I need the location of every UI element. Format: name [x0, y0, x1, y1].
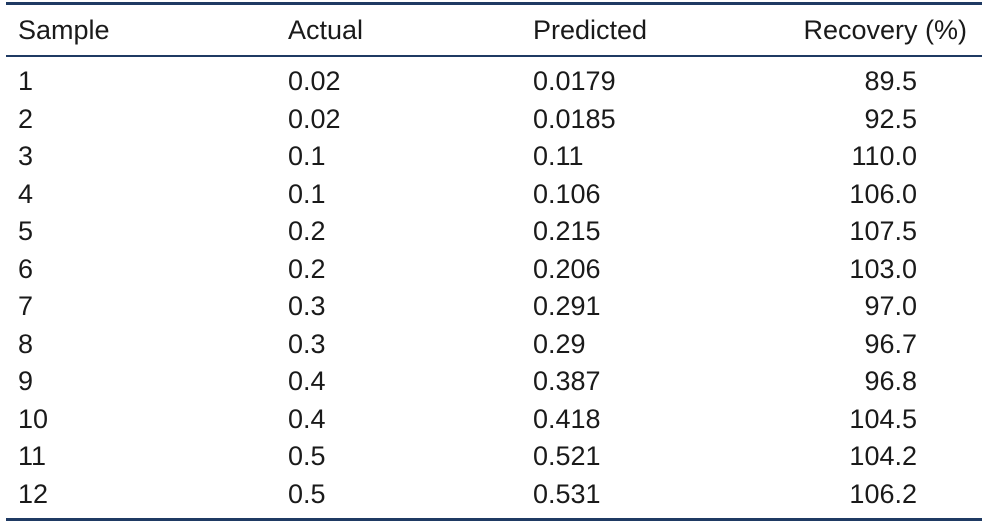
cell-sample: 5 — [18, 216, 34, 246]
table-top-rule — [6, 2, 982, 5]
table-row: 2 0.02 0.0185 92.5 — [6, 101, 982, 139]
cell-recovery: 96.7 — [864, 328, 917, 359]
cell-recovery: 89.5 — [864, 66, 917, 96]
cell-sample: 3 — [18, 141, 34, 171]
cell-sample: 6 — [18, 253, 34, 284]
header-recovery: Recovery (%) — [803, 15, 967, 45]
cell-sample: 4 — [18, 178, 34, 209]
table-bottom-rule — [6, 518, 982, 521]
cell-predicted: 0.0185 — [533, 103, 616, 134]
table-row: 1 0.02 0.0179 89.5 — [6, 63, 982, 101]
cell-sample: 10 — [18, 403, 49, 434]
cell-actual: 0.1 — [288, 141, 326, 171]
cell-recovery: 110.0 — [851, 141, 917, 171]
cell-recovery: 107.5 — [849, 216, 917, 246]
cell-sample: 11 — [18, 441, 47, 471]
table-row: 5 0.2 0.215 107.5 — [6, 213, 982, 251]
cell-actual: 0.4 — [288, 403, 326, 434]
cell-actual: 0.4 — [288, 366, 326, 396]
cell-predicted: 0.215 — [533, 216, 601, 246]
header-predicted: Predicted — [533, 15, 648, 45]
cell-predicted: 0.0179 — [533, 66, 616, 96]
cell-recovery: 96.8 — [864, 366, 917, 396]
cell-sample: 1 — [18, 66, 34, 96]
cell-actual: 0.02 — [288, 66, 341, 96]
cell-recovery: 92.5 — [864, 103, 917, 134]
cell-actual: 0.5 — [288, 441, 326, 471]
table-header-row: Sample Actual Predicted Recovery (%) — [6, 5, 982, 55]
cell-recovery: 104.2 — [849, 441, 917, 471]
table-row: 11 0.5 0.521 104.2 — [6, 438, 982, 476]
table-header-rule — [6, 55, 982, 57]
cell-predicted: 0.418 — [533, 403, 601, 434]
cell-actual: 0.3 — [288, 291, 326, 321]
cell-predicted: 0.387 — [533, 366, 601, 396]
cell-actual: 0.2 — [288, 253, 326, 284]
cell-predicted: 0.106 — [533, 178, 601, 209]
cell-recovery: 103.0 — [849, 253, 917, 284]
cell-actual: 0.5 — [288, 478, 326, 509]
cell-predicted: 0.11 — [533, 141, 584, 171]
cell-sample: 12 — [18, 478, 49, 509]
header-sample: Sample — [18, 15, 110, 45]
table-body: 1 0.02 0.0179 89.5 2 0.02 0.0185 92.5 3 0.1 0.11 11… — [6, 63, 982, 513]
cell-actual: 0.1 — [288, 178, 326, 209]
cell-predicted: 0.206 — [533, 253, 601, 284]
cell-sample: 2 — [18, 103, 34, 134]
table-row: 3 0.1 0.11 110.0 — [6, 138, 982, 176]
cell-predicted: 0.531 — [533, 478, 601, 509]
cell-predicted: 0.291 — [533, 291, 601, 321]
table-row: 9 0.4 0.387 96.8 — [6, 363, 982, 401]
cell-recovery: 106.0 — [849, 178, 917, 209]
table-row: 12 0.5 0.531 106.2 — [6, 476, 982, 514]
cell-sample: 8 — [18, 328, 34, 359]
cell-actual: 0.02 — [288, 103, 341, 134]
recovery-table: Sample Actual Predicted Recovery (%) 1 0.… — [6, 2, 982, 521]
cell-sample: 7 — [18, 291, 34, 321]
cell-recovery: 106.2 — [849, 478, 917, 509]
cell-recovery: 104.5 — [849, 403, 917, 434]
table-row: 10 0.4 0.418 104.5 — [6, 401, 982, 439]
table-row: 6 0.2 0.206 103.0 — [6, 251, 982, 289]
cell-predicted: 0.29 — [533, 328, 586, 359]
table-row: 7 0.3 0.291 97.0 — [6, 288, 982, 326]
cell-recovery: 97.0 — [864, 291, 917, 321]
cell-actual: 0.2 — [288, 216, 326, 246]
cell-sample: 9 — [18, 366, 34, 396]
header-actual: Actual — [288, 15, 364, 45]
cell-predicted: 0.521 — [533, 441, 601, 471]
table-row: 8 0.3 0.29 96.7 — [6, 326, 982, 364]
table-row: 4 0.1 0.106 106.0 — [6, 176, 982, 214]
cell-actual: 0.3 — [288, 328, 326, 359]
